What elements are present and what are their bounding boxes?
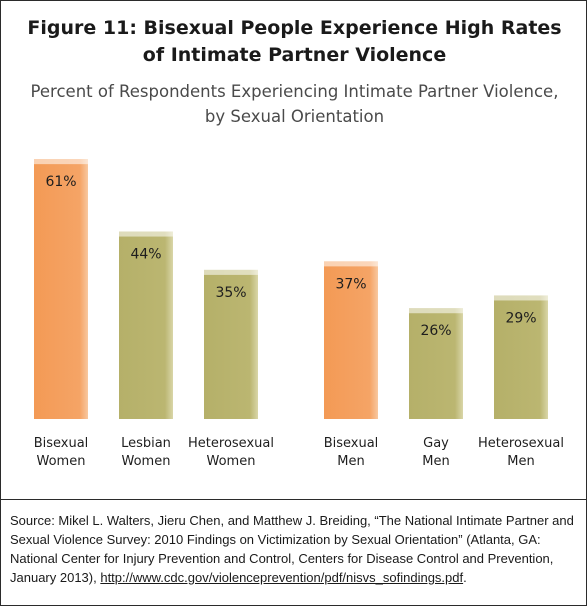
category-label-3-0: Bisexual (324, 436, 379, 451)
category-label-3-1: Men (337, 454, 364, 469)
source-divider (1, 499, 587, 500)
bar-chart: 61% 44% 35% 37% 26% 29% Bisexual Women Lesbian W… (34, 159, 564, 469)
bar-4 (409, 308, 463, 419)
bar-value-label-2: 35% (215, 285, 246, 301)
bar-rect-0 (34, 159, 88, 419)
bar-top-5 (494, 295, 548, 301)
bar-0 (34, 159, 88, 419)
category-label-4-0: Gay (423, 436, 449, 451)
category-labels-layer: Bisexual Women Lesbian Women Heterosexual Wom… (34, 436, 564, 469)
source-text: Source: Mikel L. Walters, Jieru Chen, an… (10, 513, 574, 585)
bar-rect-2 (204, 269, 258, 419)
category-label-5-0: Heterosexual (478, 436, 564, 451)
bar-value-label-5: 29% (505, 310, 536, 326)
category-label-2-1: Women (207, 454, 256, 469)
bar-value-label-0: 61% (45, 174, 76, 190)
bar-top-0 (34, 159, 88, 165)
bar-value-label-4: 26% (420, 323, 451, 339)
bar-value-label-1: 44% (130, 247, 161, 263)
bar-rect-5 (494, 295, 548, 419)
category-label-5-1: Men (507, 454, 534, 469)
bar-rect-1 (119, 231, 173, 419)
category-label-1-0: Lesbian (121, 436, 171, 451)
bar-rect-3 (324, 261, 378, 419)
bars-layer (34, 159, 548, 419)
chart-title: Figure 11: Bisexual People Experience Hi… (27, 17, 562, 66)
category-label-0-1: Women (37, 454, 86, 469)
source-note: Source: Mikel L. Walters, Jieru Chen, an… (10, 511, 580, 587)
category-label-0-0: Bisexual (34, 436, 89, 451)
bar-top-4 (409, 308, 463, 314)
bar-top-1 (119, 231, 173, 237)
category-label-2-0: Heterosexual (188, 436, 274, 451)
bar-value-label-3: 37% (335, 276, 366, 292)
bar-3 (324, 261, 378, 419)
category-label-4-1: Men (422, 454, 449, 469)
value-labels-layer: 61% 44% 35% 37% 26% 29% (45, 174, 536, 339)
category-label-1-1: Women (122, 454, 171, 469)
bar-top-2 (204, 269, 258, 275)
bar-rect-4 (409, 308, 463, 419)
bar-2 (204, 269, 258, 419)
bar-top-3 (324, 261, 378, 267)
chart-subtitle: Percent of Respondents Experiencing Inti… (30, 82, 559, 126)
bar-1 (119, 231, 173, 419)
source-end: . (463, 570, 467, 585)
source-link[interactable]: http://www.cdc.gov/violenceprevention/pd… (100, 570, 464, 585)
bar-5 (494, 295, 548, 419)
